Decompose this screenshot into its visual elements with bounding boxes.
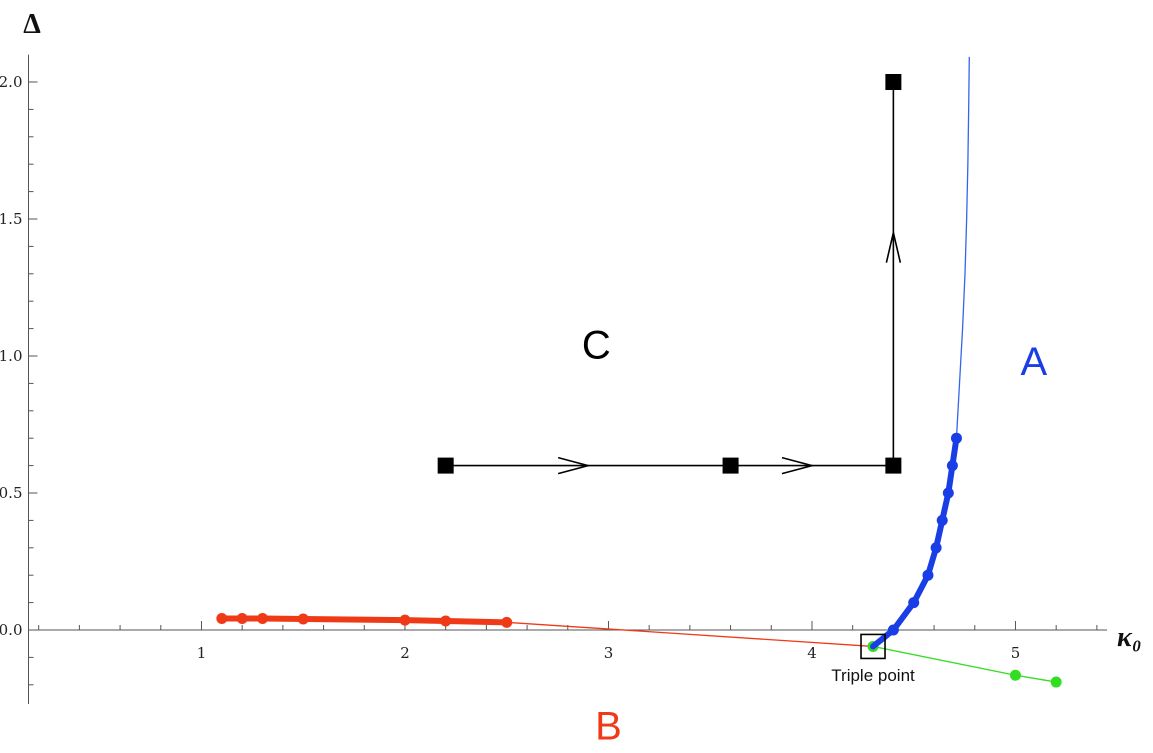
data-point-A_thick [942,487,954,499]
data-point-B_thick [297,613,309,625]
y-tick-label: 0.5 [0,484,23,502]
path-node [885,74,902,90]
y-tick-label: 2.0 [0,73,23,91]
region-label-B: B [595,705,622,749]
region-label-A: A [1020,340,1047,384]
data-point-B_thick [399,614,411,626]
path-node [437,457,454,474]
path-arrow [885,232,902,263]
x-tick-label: 3 [604,644,614,662]
path-node [722,457,739,474]
data-point-B_thick [257,612,269,624]
data-point-B_thick [216,612,228,624]
path-line [445,82,895,467]
series-layer [216,56,1062,688]
x-tick-label: 2 [400,644,410,662]
x-axis-title: κ₀ [1117,622,1142,653]
region-label-C: C [582,324,611,368]
series-line-B_extrapolated [506,621,874,648]
data-point-A_thick [946,460,958,472]
path-arrow [781,456,816,475]
x-tick-label: 4 [807,644,817,662]
y-tick-label: 0.0 [0,621,23,639]
data-point-A_thick [930,542,942,554]
data-point-A_thick [887,624,899,636]
data-point-A_thick [922,569,934,581]
path-node [885,457,902,474]
x-tick-label: 1 [197,644,207,662]
data-point-green [1050,676,1062,688]
transition-path [437,74,902,475]
labels: C A B Triple point [582,324,1048,749]
y-axis-title: Δ [23,9,41,40]
data-point-B_thick [501,616,513,628]
y-tick-label: 1.0 [0,347,23,365]
triple-point-label: Triple point [831,666,915,685]
series-line-A_extrapolated [955,56,970,439]
y-tick-label: 1.5 [0,210,23,228]
data-point-B_thick [236,612,248,624]
data-point-A_thick [950,432,962,444]
triple-point-box [860,633,886,660]
x-tick-label: 5 [1011,644,1021,662]
axes: 1 2 3 4 5 0.0 0.5 1.0 1.5 2.0 Δκ₀ [0,9,1142,704]
data-point-A_thick [936,514,948,526]
path-arrow [557,456,592,475]
data-point-B_thick [440,615,452,627]
data-point-green [1009,669,1021,681]
data-point-A_thick [908,597,920,609]
